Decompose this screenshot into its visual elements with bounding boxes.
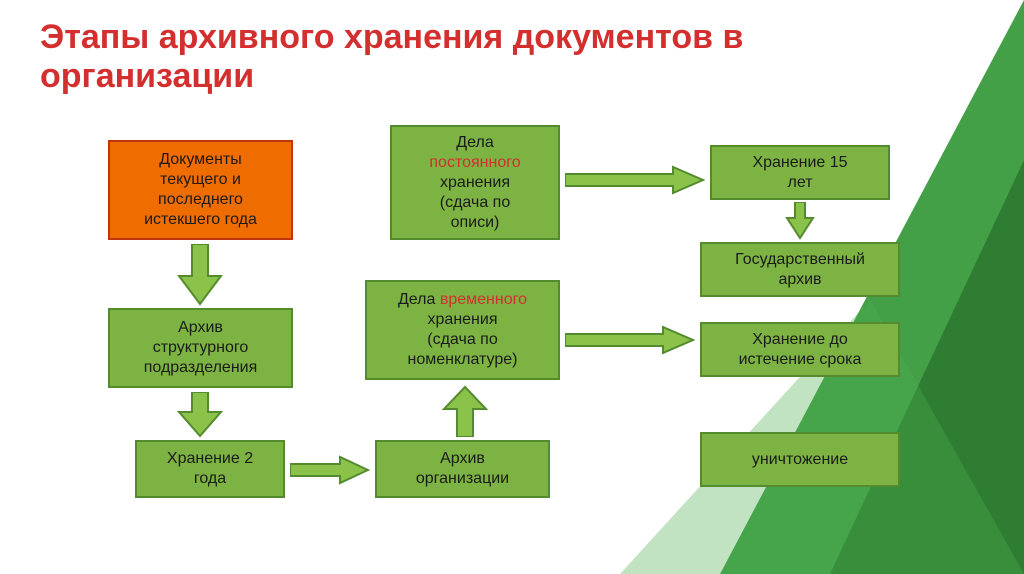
node-storage-15-years: Хранение 15лет bbox=[710, 145, 890, 200]
arrow-b4-b7 bbox=[565, 165, 705, 195]
arrow-b3-b6 bbox=[290, 455, 370, 485]
node-temporary-storage: Дела временногохранения(сдача пономенкла… bbox=[365, 280, 560, 380]
flowchart: Документытекущего ипоследнегоистекшего г… bbox=[0, 0, 1024, 574]
node-storage-until-expiry: Хранение доистечение срока bbox=[700, 322, 900, 377]
node-state-archive: Государственныйархив bbox=[700, 242, 900, 297]
node-documents-current: Документытекущего ипоследнегоистекшего г… bbox=[108, 140, 293, 240]
node-subdivision-archive: Архивструктурногоподразделения bbox=[108, 308, 293, 388]
node-destruction: уничтожение bbox=[700, 432, 900, 487]
node-organization-archive: Архиворганизации bbox=[375, 440, 550, 498]
node-permanent-storage: Делапостоянногохранения(сдача поописи) bbox=[390, 125, 560, 240]
arrow-b6-b5 bbox=[440, 385, 490, 437]
arrow-b5-b9 bbox=[565, 325, 695, 355]
arrow-b2-b3 bbox=[175, 392, 225, 438]
arrow-b1-b2 bbox=[175, 244, 225, 306]
arrow-b7-b8 bbox=[785, 202, 815, 240]
node-storage-2-years: Хранение 2года bbox=[135, 440, 285, 498]
